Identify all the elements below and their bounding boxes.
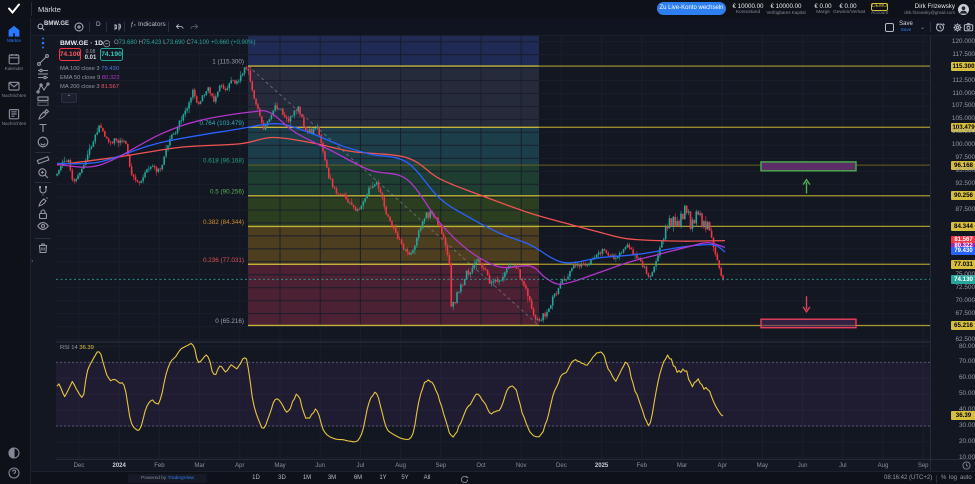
svg-text:0 (65.216): 0 (65.216) xyxy=(215,318,244,325)
svg-text:0.764 (103.479): 0.764 (103.479) xyxy=(200,120,244,127)
svg-text:1 (115.300): 1 (115.300) xyxy=(212,59,244,66)
svg-text:0.618 (96.168): 0.618 (96.168) xyxy=(203,158,244,165)
svg-text:0.5 (90.256): 0.5 (90.256) xyxy=(210,188,244,195)
svg-text:0.236 (77.031): 0.236 (77.031) xyxy=(203,257,244,264)
svg-text:0.382 (84.344): 0.382 (84.344) xyxy=(203,219,244,226)
